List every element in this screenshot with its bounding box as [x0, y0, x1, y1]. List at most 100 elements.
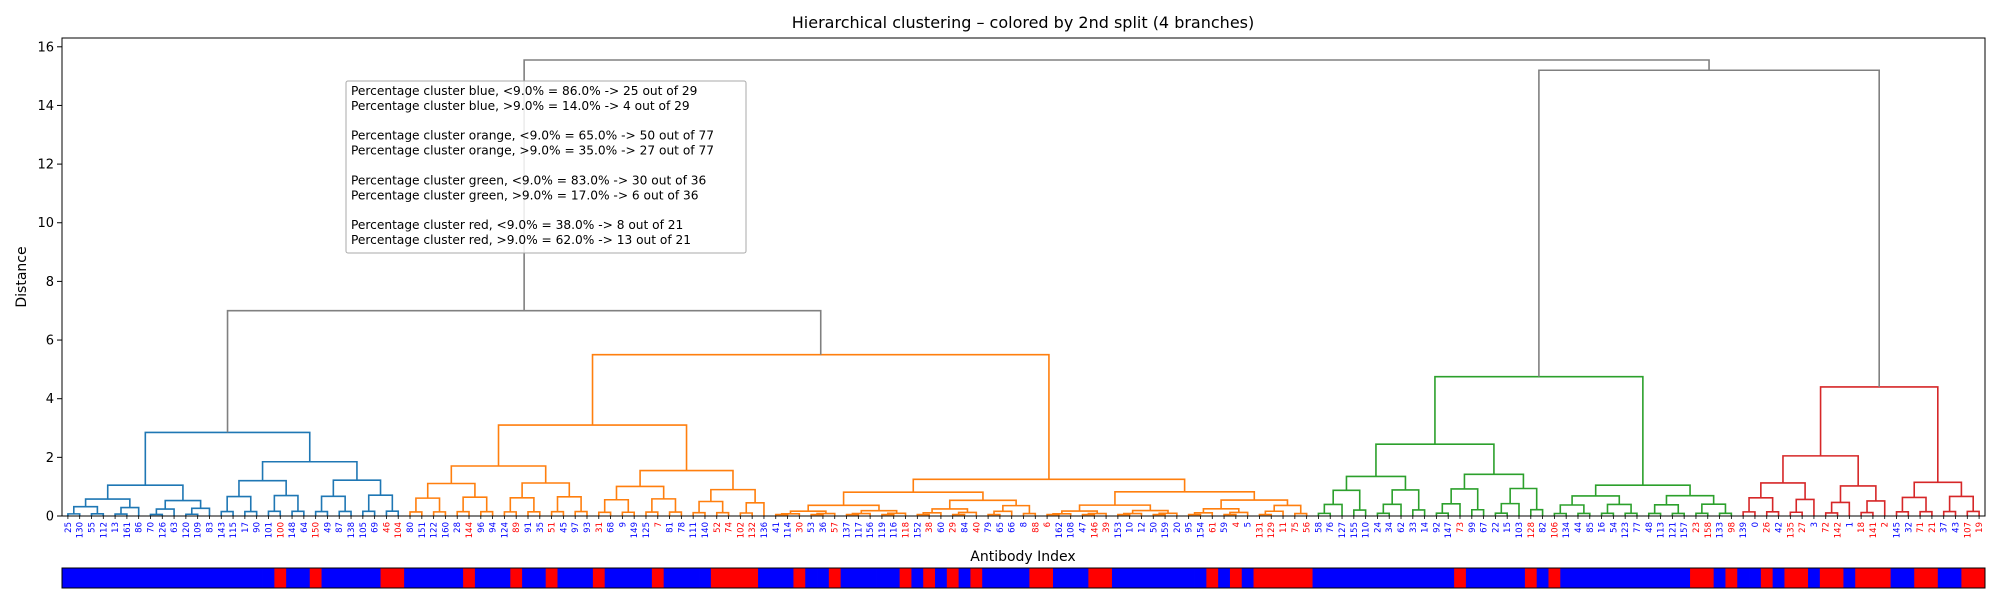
leaf-label: 49: [323, 522, 333, 533]
dendrogram-link: [450, 465, 547, 484]
leaf-label: 128: [1527, 522, 1537, 538]
dendrogram-link: [1665, 494, 1715, 505]
leaf-label: 61: [1208, 522, 1218, 533]
dendrogram-link: [155, 508, 175, 516]
leaf-label: 25: [64, 522, 74, 533]
color-bar-cell: [1194, 568, 1207, 588]
leaf-label: 159: [1161, 522, 1171, 538]
dendrogram-link: [645, 511, 659, 516]
dendrogram-link: [845, 513, 860, 516]
color-bar-cell: [1725, 568, 1738, 588]
annotation-line: Percentage cluster red, <9.0% = 38.0% ->…: [351, 218, 683, 232]
dendrogram-link: [1441, 503, 1461, 516]
leaf-label: 63: [170, 522, 180, 533]
color-bar-cell: [1064, 568, 1077, 588]
leaf-label: 156: [866, 522, 876, 538]
leaf-label: 72: [1822, 522, 1832, 533]
color-bar-cell: [1147, 568, 1160, 588]
color-bar-cell: [486, 568, 499, 588]
color-bar-cell: [1076, 568, 1089, 588]
leaf-label: 74: [725, 522, 735, 533]
color-bar-cell: [935, 568, 948, 588]
leaf-label: 80: [406, 522, 416, 533]
color-bar-cell: [439, 568, 452, 588]
color-bar-cell: [1772, 568, 1785, 588]
color-bar-cell: [522, 568, 535, 588]
dendrogram-link: [385, 510, 400, 516]
leaf-label: 134: [1562, 522, 1572, 538]
leaf-label: 158: [1704, 522, 1714, 538]
dendrogram-link: [1913, 481, 1963, 498]
color-bar-cell: [1949, 568, 1962, 588]
color-bar-cell: [864, 568, 877, 588]
color-bar-cell: [616, 568, 629, 588]
color-bar-cell: [982, 568, 995, 588]
dendrogram-link: [957, 511, 978, 516]
dendrogram-link: [1332, 489, 1361, 511]
dendrogram-link: [912, 478, 1186, 493]
leaf-label: 9: [618, 522, 628, 527]
leaf-label: 161: [123, 522, 133, 538]
dendrogram-link: [615, 485, 665, 500]
leaf-label: 118: [902, 522, 912, 538]
dendrogram-link: [1782, 455, 1859, 486]
dendrogram-link: [244, 510, 258, 516]
color-bar-cell: [215, 568, 228, 588]
color-bar-cell: [1229, 568, 1243, 588]
color-bar-cell: [1182, 568, 1195, 588]
label-color-bar: [61, 567, 1986, 589]
leaf-label: 10: [1126, 522, 1136, 533]
color-bar-cell: [675, 568, 688, 588]
color-bar-cell: [958, 568, 971, 588]
leaf-label: 69: [371, 522, 381, 533]
dendrogram-link: [1895, 510, 1910, 516]
dendrogram-link: [144, 431, 311, 486]
leaf-label: 51: [548, 522, 558, 533]
color-bar-cell: [1631, 568, 1644, 588]
color-bar-cell: [356, 568, 370, 588]
dendrogram-link: [574, 510, 588, 516]
leaf-label: 84: [961, 522, 971, 533]
color-bar-cell: [1418, 568, 1431, 588]
leaf-label: 77: [1633, 522, 1643, 533]
leaf-label: 43: [1952, 522, 1962, 533]
leaf-label: 23: [1692, 522, 1702, 533]
color-bar-cell: [828, 568, 842, 588]
leaf-label: 14: [1421, 522, 1431, 533]
color-bar-cell: [746, 568, 759, 588]
leaf-label: 86: [135, 522, 145, 533]
color-bar-cell: [85, 568, 98, 588]
leaf-label: 22: [1491, 522, 1501, 533]
dendrogram-link: [881, 513, 895, 516]
dendrogram-link: [916, 513, 930, 516]
leaf-label: 37: [1940, 522, 1950, 533]
color-bar-cell: [427, 568, 440, 588]
color-bar-cell: [817, 568, 830, 588]
color-bar-cell: [1135, 568, 1148, 588]
leaf-label: 68: [607, 522, 617, 533]
color-bar-cell: [1914, 568, 1927, 588]
dendrogram-link: [1294, 512, 1308, 516]
leaf-label: 150: [312, 522, 322, 538]
color-bar-cell: [1713, 568, 1726, 588]
leaf-label: 81: [666, 522, 676, 533]
color-bar-cell: [1666, 568, 1679, 588]
leaf-label: 108: [1067, 522, 1077, 538]
color-bar-cell: [1536, 568, 1549, 588]
leaf-label: 41: [772, 522, 782, 533]
dendrogram-link: [432, 511, 447, 516]
leaf-label: 130: [76, 522, 86, 538]
annotation-line: Percentage cluster red, >9.0% = 62.0% ->…: [351, 233, 691, 247]
leaf-label: 28: [453, 522, 463, 533]
color-bar-cell: [97, 568, 110, 588]
leaf-label: 11: [1279, 522, 1289, 533]
dendrogram-link: [367, 494, 394, 512]
color-bar-cell: [1371, 568, 1384, 588]
color-bar-cell: [262, 568, 275, 588]
leaf-label: 42: [1775, 522, 1785, 533]
leaf-label: 66: [1008, 522, 1018, 533]
color-bar-cell: [994, 568, 1007, 588]
dendrogram-link: [1152, 513, 1166, 516]
leaf-label: 162: [1055, 522, 1065, 538]
dendrogram-link: [1223, 513, 1237, 516]
